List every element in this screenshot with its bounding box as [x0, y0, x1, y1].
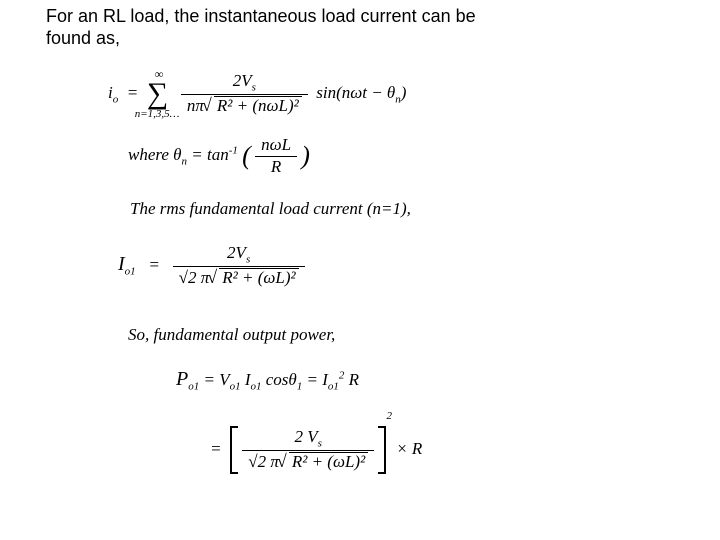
eq1-tail-close: ) — [401, 83, 407, 102]
eq1-num: 2V — [233, 71, 252, 90]
eq1-lhs-sub: o — [113, 93, 119, 105]
eq2-fraction: 2Vs √2 π R² + (ωL)² — [173, 244, 305, 288]
eq1-sum-bottom: n=1,3,5… — [135, 108, 180, 120]
eq3b-tail: × R — [396, 439, 422, 458]
where-num: nωL — [255, 136, 297, 157]
eq2-eq: = — [148, 255, 159, 274]
sum-icon: ∑ — [147, 82, 168, 106]
eq3a-tail: R — [349, 370, 359, 389]
header-line-1: For an RL load, the instantaneous load c… — [46, 6, 476, 27]
eq3b-eq: = — [210, 439, 221, 458]
eq1-den-sqrt: R² + (nωL)² — [214, 96, 302, 116]
eq2-lhs-sub: o1 — [125, 265, 136, 277]
eq3a-cos-sub: 1 — [297, 380, 303, 392]
eq3a-v-sub: o1 — [230, 380, 241, 392]
rms-text: The rms fundamental load current (n=1), — [130, 200, 411, 219]
eq2-num-sub: s — [246, 253, 250, 265]
where-frac: nωL R — [255, 136, 297, 176]
eq1-num-sub: s — [252, 81, 256, 93]
where-label: where θ — [128, 145, 182, 164]
where-eq: = tan — [191, 145, 228, 164]
header-line-2: found as, — [46, 28, 120, 49]
where-label-sub: n — [182, 155, 188, 167]
eq1-sum-top: ∞ — [155, 68, 164, 81]
eq2-den-sqrt: R² + (ωL)² — [219, 268, 298, 288]
bracket-right-icon — [378, 426, 386, 474]
eq-po1-a: Po1 = Vo1 Io1 cosθ1 = Io12 R — [176, 368, 359, 392]
eq-io1: Io1 = 2Vs √2 π R² + (ωL)² — [118, 244, 305, 288]
eq3a-eq: = V — [203, 370, 229, 389]
eq3b-den-sqrt: R² + (ωL)² — [289, 452, 368, 472]
where-paren-open: ( — [242, 141, 251, 170]
eq3a-i-sub: o1 — [251, 380, 262, 392]
so-text: So, fundamental output power, — [128, 326, 335, 345]
eq3b-num: 2 V — [295, 427, 318, 446]
eq3b-den-a: √2 π — [248, 452, 279, 471]
eq3b-fraction: 2 Vs √2 π R² + (ωL)² — [242, 428, 374, 472]
eq1-tail: sin(nωt − θ — [316, 83, 395, 102]
eq3a-cos: cosθ — [266, 370, 297, 389]
eq-io-series: io = ∞ ∑ n=1,3,5… 2Vs nπR² + (nωL)² sin(… — [108, 72, 406, 116]
where-paren-close: ) — [301, 141, 310, 170]
eq1-fraction: 2Vs nπR² + (nωL)² — [181, 72, 308, 116]
bracket-left-icon — [230, 426, 238, 474]
where-theta: where θn = tan-1 ( nωL R ) — [128, 136, 310, 176]
eq3a-i2-sup: 2 — [339, 369, 345, 381]
eq2-den-a: √2 π — [179, 268, 210, 287]
eq2-lhs: I — [118, 253, 125, 275]
eq3a-eq2: = I — [307, 370, 328, 389]
eq3b-num-sub: s — [318, 437, 322, 449]
eq3a-lhs-sub: o1 — [188, 380, 199, 392]
where-den: R — [255, 157, 297, 177]
eq2-num: 2V — [227, 243, 246, 262]
eq3a-lhs: P — [176, 368, 188, 390]
eq3b-sup: 2 — [386, 410, 392, 422]
eq1-eq: = — [127, 83, 138, 102]
where-sup: -1 — [229, 144, 238, 156]
eq3a-i2-sub: o1 — [328, 380, 339, 392]
eq-po1-b: = 2 Vs √2 πR² + (ωL)² 2 × R — [210, 426, 422, 474]
